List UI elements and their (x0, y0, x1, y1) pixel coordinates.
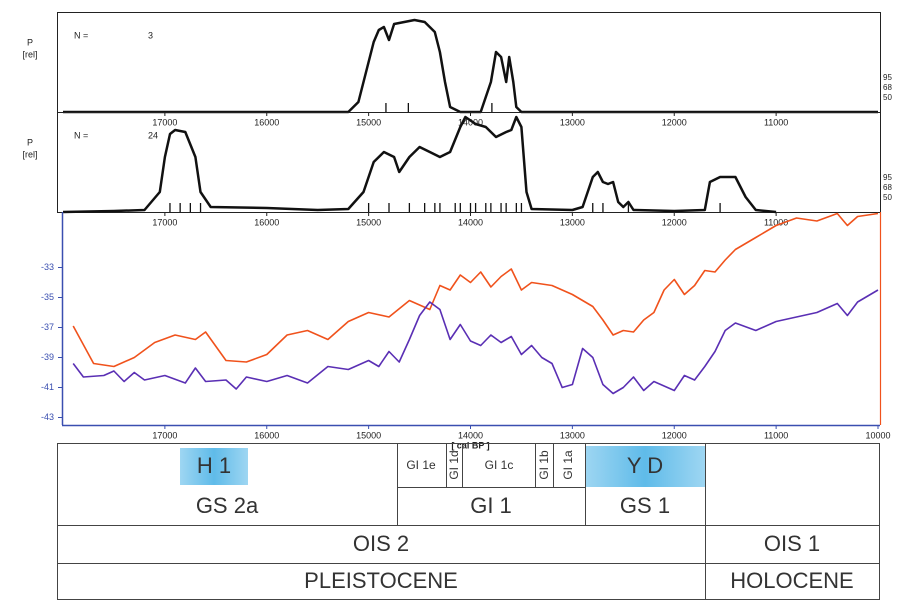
x-tick-label: 15000 (356, 430, 381, 440)
x-tick-label: 16000 (254, 117, 279, 127)
y-axis-label: P (27, 137, 33, 147)
y-tick-label: -41 (41, 382, 54, 392)
y-tick-label: -35 (41, 292, 54, 302)
level-label: 68 (883, 183, 892, 192)
y-tick-label: -43 (41, 412, 54, 422)
y-tick-label: -37 (41, 322, 54, 332)
interstadial-label: GI 1a (561, 450, 575, 480)
x-tick-label: 11000 (764, 430, 788, 440)
x-axis-label: [ cal BP ] (451, 440, 489, 450)
interstadial-label: GI 1e (406, 458, 436, 472)
interstadial-label: GI 1d (447, 450, 461, 479)
x-tick-label: 16000 (254, 217, 279, 227)
x-tick-label: 14000 (458, 217, 483, 227)
y-axis-label: P (27, 37, 33, 47)
event-highlight (180, 448, 248, 485)
level-label: 95 (883, 173, 892, 182)
event-highlight (585, 446, 705, 487)
y-axis-unit: [rel] (22, 149, 37, 159)
stage-label: GI 1 (470, 493, 512, 518)
series-line (63, 18, 878, 114)
x-tick-label: 10000 (865, 430, 890, 440)
x-tick-label: 16000 (254, 430, 279, 440)
stage-label: GS 1 (620, 493, 670, 518)
charts: 17000 16000 15000 14000 13000 12000 11000 P [rel… (22, 12, 892, 450)
x-tick-label: 17000 (152, 217, 177, 227)
n-value: 3 (148, 30, 153, 40)
interstadial-label: GI 1b (537, 450, 551, 480)
y-tick-label: -33 (41, 262, 54, 272)
event-label: H 1 (197, 453, 231, 478)
x-tick-label: 12000 (662, 217, 687, 227)
x-tick-label: 13000 (560, 430, 585, 440)
y-tick-label: -39 (41, 352, 54, 362)
x-tick-label: 12000 (662, 430, 687, 440)
y-axis-unit: [rel] (22, 49, 37, 59)
x-tick-label: 14000 (458, 430, 483, 440)
x-tick-label: 11000 (764, 217, 788, 227)
epoch-label: PLEISTOCENE (304, 568, 458, 593)
n-label: N = (74, 30, 88, 40)
series-line (72, 289, 879, 395)
x-tick-label: 12000 (662, 117, 687, 127)
stratigraphy-table: H 1 Y D GI 1e GI 1d GI 1c GI 1b GI 1a GS… (57, 443, 880, 600)
x-tick-label: 17000 (152, 117, 177, 127)
level-label: 95 (883, 73, 892, 82)
panel-frame (57, 12, 881, 113)
table-frame (57, 443, 880, 600)
x-tick-label: 15000 (356, 217, 381, 227)
level-label: 68 (883, 83, 892, 92)
interstadial-label: GI 1c (485, 458, 514, 472)
x-tick-label: 14000 (458, 117, 483, 127)
series-line (72, 212, 879, 368)
x-tick-label: 17000 (152, 430, 177, 440)
isotope-stage-label: OIS 2 (353, 531, 409, 556)
x-tick-label: 13000 (560, 117, 585, 127)
epoch-label: HOLOCENE (730, 568, 853, 593)
event-label: Y D (627, 453, 663, 478)
level-label: 50 (883, 193, 892, 202)
x-tick-label: 15000 (356, 117, 381, 127)
isotope-stage-label: OIS 1 (764, 531, 820, 556)
x-tick-label: 11000 (764, 117, 788, 127)
level-label: 50 (883, 93, 892, 102)
series-line (62, 115, 777, 214)
n-value: 24 (148, 130, 158, 140)
panel-frame (57, 112, 881, 213)
n-label: N = (74, 130, 88, 140)
x-tick-label: 13000 (560, 217, 585, 227)
stage-label: GS 2a (196, 493, 259, 518)
